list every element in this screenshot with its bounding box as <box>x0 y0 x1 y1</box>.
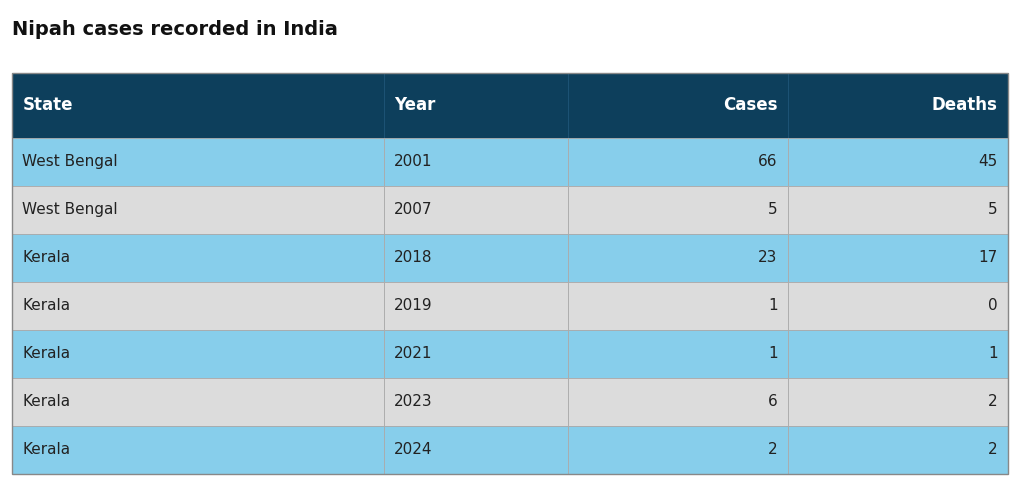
Text: Nipah cases recorded in India: Nipah cases recorded in India <box>12 20 337 39</box>
Text: 2024: 2024 <box>393 442 432 457</box>
Text: 2007: 2007 <box>393 202 432 217</box>
Text: 45: 45 <box>977 154 997 169</box>
Text: 23: 23 <box>757 250 776 265</box>
Text: 5: 5 <box>987 202 997 217</box>
Text: Kerala: Kerala <box>22 394 70 409</box>
Text: West Bengal: West Bengal <box>22 202 118 217</box>
Text: 2: 2 <box>987 394 997 409</box>
Text: 66: 66 <box>757 154 776 169</box>
Text: 17: 17 <box>977 250 997 265</box>
Text: 2001: 2001 <box>393 154 432 169</box>
Text: Kerala: Kerala <box>22 250 70 265</box>
Text: Kerala: Kerala <box>22 442 70 457</box>
Text: 2: 2 <box>767 442 776 457</box>
Text: 0: 0 <box>987 298 997 313</box>
Text: 1: 1 <box>987 346 997 361</box>
Text: 2019: 2019 <box>393 298 432 313</box>
Text: West Bengal: West Bengal <box>22 154 118 169</box>
Text: 2023: 2023 <box>393 394 432 409</box>
Text: 2021: 2021 <box>393 346 432 361</box>
Text: Deaths: Deaths <box>930 96 997 114</box>
Text: Kerala: Kerala <box>22 298 70 313</box>
Text: Cases: Cases <box>722 96 776 114</box>
Text: Year: Year <box>393 96 435 114</box>
Text: 2018: 2018 <box>393 250 432 265</box>
Text: 5: 5 <box>767 202 776 217</box>
Text: State: State <box>22 96 73 114</box>
Text: 2: 2 <box>987 442 997 457</box>
Text: 1: 1 <box>767 298 776 313</box>
Text: 6: 6 <box>767 394 776 409</box>
Text: Kerala: Kerala <box>22 346 70 361</box>
Text: 1: 1 <box>767 346 776 361</box>
